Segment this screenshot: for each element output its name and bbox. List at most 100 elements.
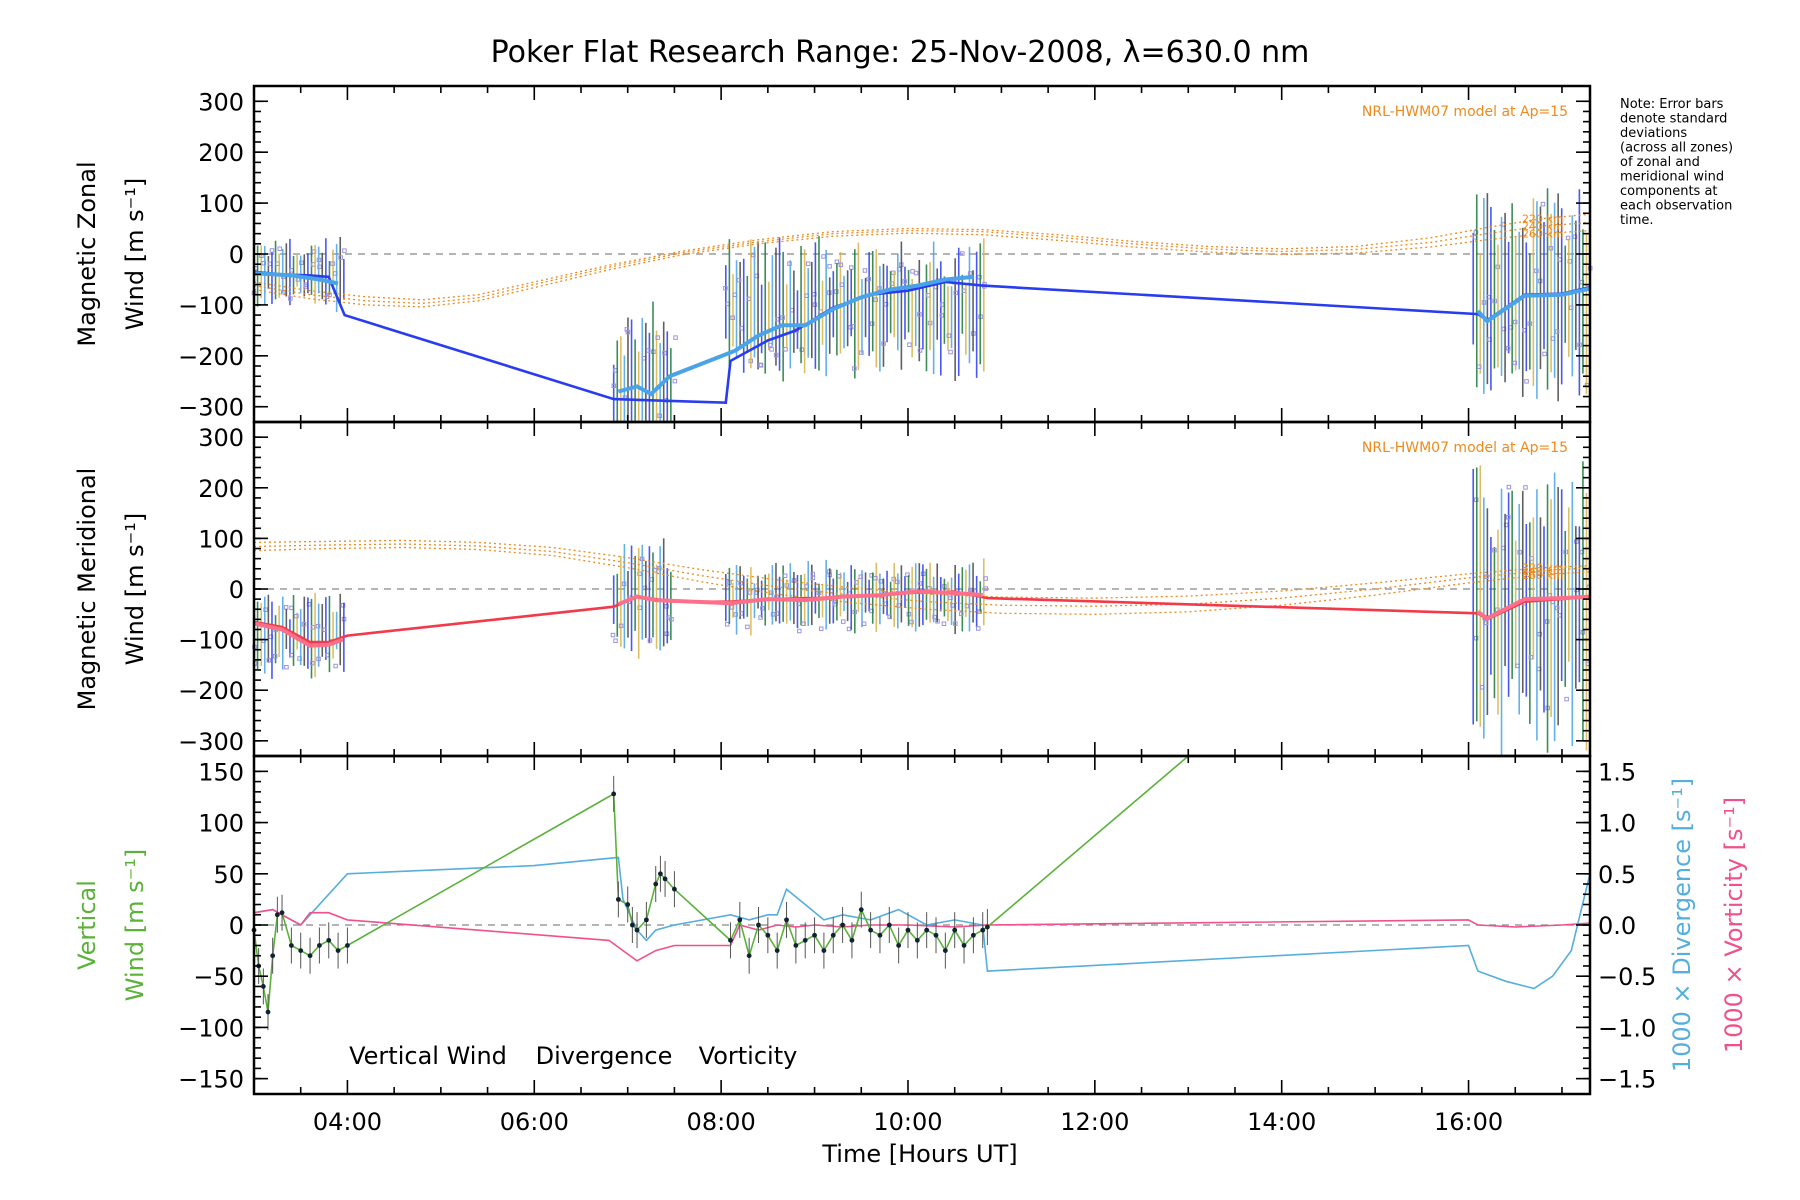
scatter-point xyxy=(1554,605,1560,611)
scatter-point xyxy=(736,277,742,283)
x-tick-label: 06:00 xyxy=(500,1108,569,1136)
y-tick-label: −150 xyxy=(178,1066,244,1094)
scatter-point xyxy=(751,252,756,258)
smoothed-wind-line xyxy=(617,589,983,607)
scatter-point xyxy=(909,619,914,625)
scatter-point xyxy=(672,378,678,384)
error-bar-cluster xyxy=(723,236,987,382)
scatter-point xyxy=(905,572,910,577)
panel-3: Vertical Wind Divergence Vorticity 1.5 1.0 0.… xyxy=(73,754,1748,1096)
note-line: denote standard xyxy=(1620,112,1727,127)
model-label: NRL-HWM07 model at Ap=15 xyxy=(1362,440,1568,456)
scatter-point xyxy=(946,333,952,338)
scatter-point xyxy=(827,264,832,269)
scatter-point xyxy=(277,246,283,251)
vertical-wind-point xyxy=(672,886,677,892)
y-tick-label: 300 xyxy=(198,424,244,452)
note-line: time. xyxy=(1620,213,1654,228)
scatter-point xyxy=(941,621,947,626)
right-y-tick-label: −1.5 xyxy=(1598,1066,1656,1094)
scatter-point xyxy=(283,605,289,610)
vertical-wind-point xyxy=(298,948,304,954)
vertical-wind-point xyxy=(611,791,617,797)
y-tick-label: 200 xyxy=(198,139,244,167)
scatter-point xyxy=(301,621,307,627)
scatter-point xyxy=(729,605,735,610)
vertical-wind-point xyxy=(942,948,948,954)
vertical-wind-point xyxy=(653,881,659,887)
scatter-point xyxy=(1506,515,1511,520)
scatter-point xyxy=(662,350,667,356)
scatter-point xyxy=(611,383,617,389)
scatter-point xyxy=(272,653,278,659)
scatter-point xyxy=(747,590,753,595)
y-axis-label-line2: Wind [m s⁻¹] xyxy=(121,513,149,665)
vertical-wind-point xyxy=(877,932,883,938)
scatter-point xyxy=(760,606,765,611)
model-curve-1 xyxy=(253,539,1591,599)
vertical-wind-point xyxy=(765,932,771,938)
scatter-point xyxy=(1577,342,1582,348)
vertical-wind-line xyxy=(253,755,1189,1013)
smoothed-wind-line xyxy=(1476,286,1591,324)
scatter-point xyxy=(821,254,826,259)
note-line: meridional wind xyxy=(1620,170,1724,185)
scatter-point xyxy=(1534,268,1539,274)
model-altitude-label: 240 km xyxy=(1522,220,1564,233)
y-axis-label-line1: Magnetic Meridional xyxy=(73,468,101,711)
vertical-wind-point xyxy=(274,912,280,918)
model-curve-3 xyxy=(253,546,1591,615)
x-tick-label: 08:00 xyxy=(687,1108,756,1136)
vertical-wind-point xyxy=(849,937,855,943)
scatter-point xyxy=(288,296,293,301)
vertical-wind-point xyxy=(737,917,743,923)
scatter-point xyxy=(1579,549,1585,555)
scatter-point xyxy=(730,315,735,321)
scatter-point xyxy=(1524,379,1529,384)
vertical-wind-point xyxy=(896,943,902,948)
scatter-point xyxy=(673,335,678,340)
vertical-wind-point xyxy=(316,943,322,948)
legend-item: Vorticity xyxy=(699,1042,798,1070)
y-tick-label: 100 xyxy=(198,525,244,553)
scatter-point xyxy=(284,664,289,670)
scatter-point xyxy=(881,341,886,346)
vertical-wind-point xyxy=(858,907,864,913)
scatter-point xyxy=(932,614,937,620)
vertical-wind-point xyxy=(625,902,631,907)
scatter-point xyxy=(902,279,907,284)
vertical-wind-point xyxy=(793,943,799,948)
scatter-point xyxy=(805,261,811,267)
scatter-point xyxy=(838,262,844,268)
smoothed-wind-line xyxy=(253,621,344,648)
vertical-wind-point xyxy=(335,948,341,954)
scatter-point xyxy=(294,613,299,619)
y-tick-label: 0 xyxy=(229,576,244,604)
right-y-tick-label: −0.5 xyxy=(1598,963,1656,991)
scatter-point xyxy=(895,579,900,585)
scatter-point xyxy=(861,621,867,627)
model-altitude-label: 220 km xyxy=(1522,562,1564,575)
scatter-point xyxy=(618,623,624,629)
error-bar-cluster xyxy=(1472,461,1592,756)
scatter-point xyxy=(315,623,321,629)
y-tick-label: −50 xyxy=(193,963,244,991)
scatter-point xyxy=(723,285,728,291)
y-tick-label: −300 xyxy=(178,394,244,422)
y-tick-label: 300 xyxy=(198,88,244,116)
scatter-point xyxy=(851,324,856,329)
scatter-point xyxy=(625,329,631,335)
right-y-tick-label: 0.0 xyxy=(1598,912,1636,940)
vertical-wind-point xyxy=(970,932,976,938)
scatter-point xyxy=(738,581,743,586)
x-tick-label: 16:00 xyxy=(1434,1108,1503,1136)
vertical-wind-point xyxy=(802,937,808,943)
scatter-point xyxy=(1505,346,1511,351)
right-y-tick-label: 1.5 xyxy=(1598,758,1636,786)
scatter-point xyxy=(917,348,923,353)
scatter-point xyxy=(1568,305,1574,311)
scatter-point xyxy=(797,628,802,634)
scatter-point xyxy=(878,579,884,584)
